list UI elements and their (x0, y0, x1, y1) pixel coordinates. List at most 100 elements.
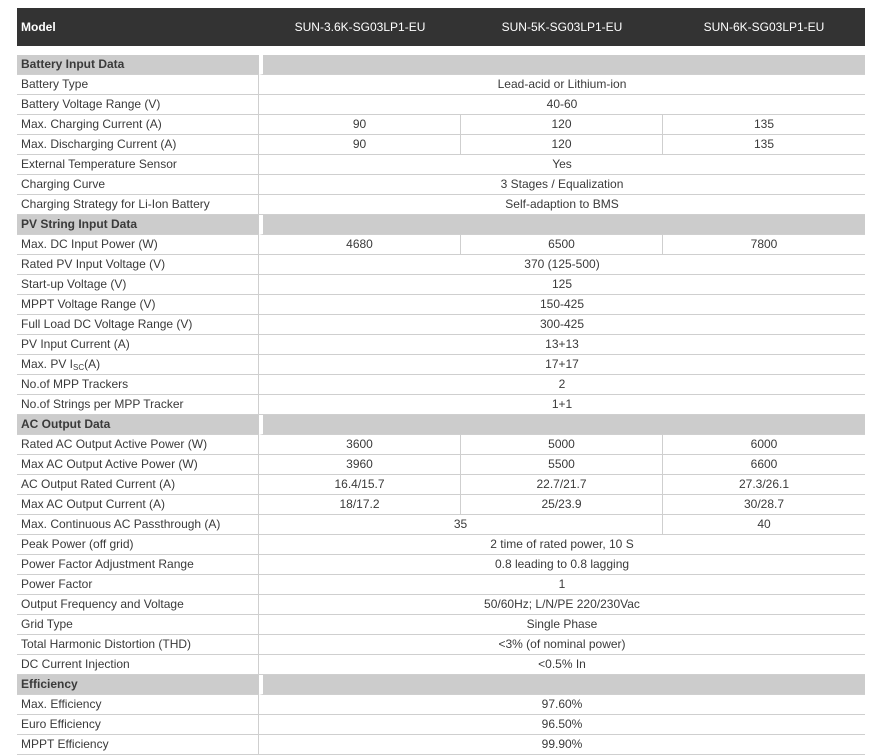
value-cell: 125 (259, 275, 865, 295)
value-cell: 5500 (461, 455, 663, 475)
row-label: MPPT Efficiency (17, 735, 259, 755)
value-cell: 6500 (461, 235, 663, 255)
value-cell: 370 (125-500) (259, 255, 865, 275)
row-label: No.of MPP Trackers (17, 375, 259, 395)
table-row: Grid Type Single Phase (17, 615, 865, 635)
value-cell: 22.7/21.7 (461, 475, 663, 495)
model-header: Model (17, 8, 259, 46)
row-label: Max. PV ISC(A) (17, 355, 259, 375)
value-cell: Self-adaption to BMS (259, 195, 865, 215)
table-row: Total Harmonic Distortion (THD) <3% (of n… (17, 635, 865, 655)
value-cell: 96.50% (259, 715, 865, 735)
table-row: Rated AC Output Active Power (W) 3600 5000… (17, 435, 865, 455)
table-row: Charging Curve 3 Stages / Equalization (17, 175, 865, 195)
row-label: Battery Voltage Range (V) (17, 95, 259, 115)
section-fill (259, 675, 865, 695)
row-label: PV Input Current (A) (17, 335, 259, 355)
table-row: MPPT Efficiency 99.90% (17, 735, 865, 755)
value-cell: 25/23.9 (461, 495, 663, 515)
value-cell: 3960 (259, 455, 461, 475)
value-cell: 120 (461, 135, 663, 155)
row-label: Charging Strategy for Li-Ion Battery (17, 195, 259, 215)
value-cell: 150-425 (259, 295, 865, 315)
row-label: Max AC Output Current (A) (17, 495, 259, 515)
value-cell: 99.90% (259, 735, 865, 755)
value-cell: 13+13 (259, 335, 865, 355)
value-cell: 135 (663, 135, 865, 155)
section-fill (259, 415, 865, 435)
value-cell: Lead-acid or Lithium-ion (259, 75, 865, 95)
section-fill (259, 215, 865, 235)
row-label: Grid Type (17, 615, 259, 635)
value-cell: 40 (663, 515, 865, 535)
row-label: External Temperature Sensor (17, 155, 259, 175)
row-label: Rated PV Input Voltage (V) (17, 255, 259, 275)
table-row: Max. PV ISC(A) 17+17 (17, 355, 865, 375)
row-label: DC Current Injection (17, 655, 259, 675)
row-label: Rated AC Output Active Power (W) (17, 435, 259, 455)
table-row: Battery Voltage Range (V) 40-60 (17, 95, 865, 115)
table-row: Max AC Output Current (A) 18/17.2 25/23.9 3… (17, 495, 865, 515)
value-cell: 135 (663, 115, 865, 135)
table-row: Max. Efficiency 97.60% (17, 695, 865, 715)
model-name: SUN-5K-SG03LP1-EU (461, 8, 663, 46)
section-title: Efficiency (17, 675, 259, 695)
value-cell: 1 (259, 575, 865, 595)
value-cell: 18/17.2 (259, 495, 461, 515)
row-label: Power Factor Adjustment Range (17, 555, 259, 575)
header-row: Model SUN-3.6K-SG03LP1-EU SUN-5K-SG03LP1… (17, 8, 865, 46)
table-row: Power Factor 1 (17, 575, 865, 595)
table-row: DC Current Injection <0.5% In (17, 655, 865, 675)
row-label: Max. DC Input Power (W) (17, 235, 259, 255)
value-cell: 3600 (259, 435, 461, 455)
table-row: AC Output Rated Current (A) 16.4/15.7 22.7… (17, 475, 865, 495)
table-row: Start-up Voltage (V) 125 (17, 275, 865, 295)
table-row: Max. DC Input Power (W) 4680 6500 7800 (17, 235, 865, 255)
value-cell: 90 (259, 115, 461, 135)
value-cell: 3 Stages / Equalization (259, 175, 865, 195)
row-label-text: Max. PV I (21, 357, 74, 371)
table-row: Max. Discharging Current (A) 90 120 135 (17, 135, 865, 155)
value-cell: 90 (259, 135, 461, 155)
section-header-row: Efficiency (17, 675, 865, 695)
row-label: Output Frequency and Voltage (17, 595, 259, 615)
value-cell: 120 (461, 115, 663, 135)
table-row: MPPT Voltage Range (V) 150-425 (17, 295, 865, 315)
table-row: No.of MPP Trackers 2 (17, 375, 865, 395)
table-row: Charging Strategy for Li-Ion Battery Self… (17, 195, 865, 215)
value-cell: 1+1 (259, 395, 865, 415)
row-label: Charging Curve (17, 175, 259, 195)
value-cell: <0.5% In (259, 655, 865, 675)
model-name: SUN-6K-SG03LP1-EU (663, 8, 865, 46)
value-cell: <3% (of nominal power) (259, 635, 865, 655)
value-cell: 5000 (461, 435, 663, 455)
section-title: PV String Input Data (17, 215, 259, 235)
row-label: Start-up Voltage (V) (17, 275, 259, 295)
value-cell: 0.8 leading to 0.8 lagging (259, 555, 865, 575)
table-row: No.of Strings per MPP Tracker 1+1 (17, 395, 865, 415)
value-cell: 35 (259, 515, 663, 535)
row-label: AC Output Rated Current (A) (17, 475, 259, 495)
model-name: SUN-3.6K-SG03LP1-EU (259, 8, 461, 46)
row-label: Max. Charging Current (A) (17, 115, 259, 135)
table-row: PV Input Current (A) 13+13 (17, 335, 865, 355)
table-row: Max AC Output Active Power (W) 3960 5500 66… (17, 455, 865, 475)
table-row: Max. Charging Current (A) 90 120 135 (17, 115, 865, 135)
table-row: External Temperature Sensor Yes (17, 155, 865, 175)
row-label-subscript: SC (73, 363, 85, 372)
section-header-row: Battery Input Data (17, 55, 865, 75)
row-label: Max. Efficiency (17, 695, 259, 715)
row-label: Max. Continuous AC Passthrough (A) (17, 515, 259, 535)
section-header-row: AC Output Data (17, 415, 865, 435)
row-label-suffix: (A) (84, 357, 101, 371)
value-cell: 16.4/15.7 (259, 475, 461, 495)
value-cell: 50/60Hz; L/N/PE 220/230Vac (259, 595, 865, 615)
spacer-cell (17, 46, 865, 55)
value-cell: 6000 (663, 435, 865, 455)
table-row: Max. Continuous AC Passthrough (A) 35 40 (17, 515, 865, 535)
value-cell: 40-60 (259, 95, 865, 115)
section-header-row: PV String Input Data (17, 215, 865, 235)
value-cell: 2 (259, 375, 865, 395)
table-row: Full Load DC Voltage Range (V) 300-425 (17, 315, 865, 335)
row-label: Battery Type (17, 75, 259, 95)
